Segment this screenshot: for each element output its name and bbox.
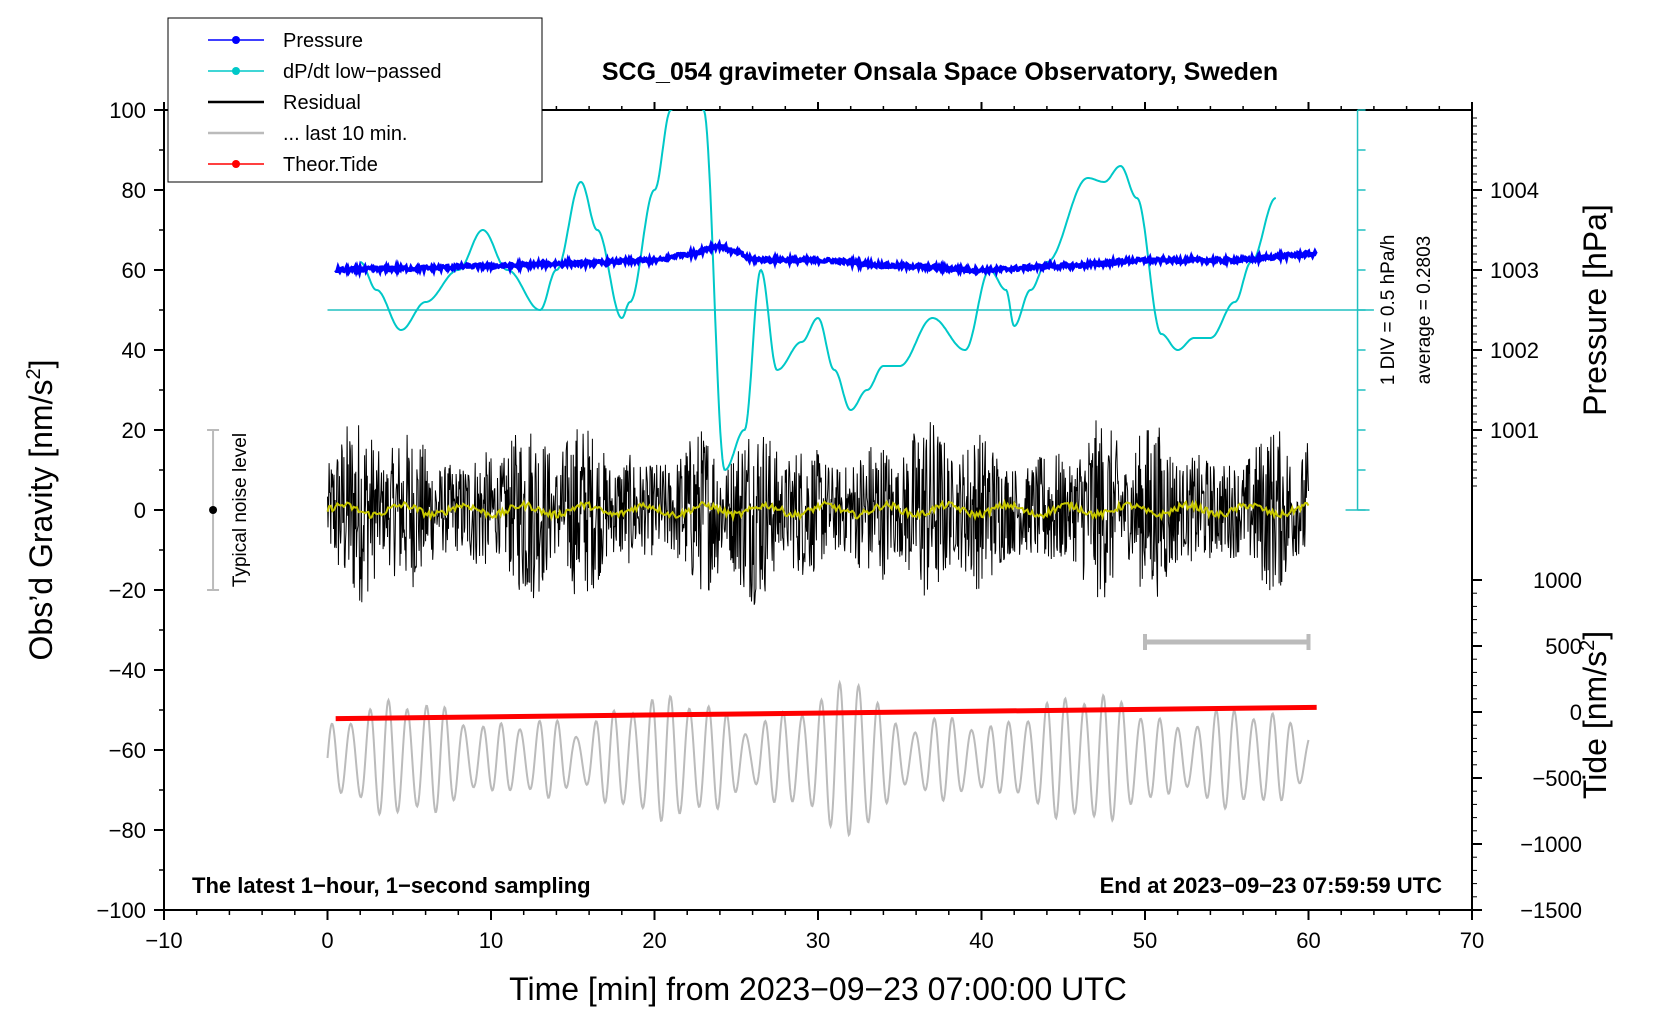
y-axis-title-main: Obs’d Gravity [nm/s — [23, 380, 59, 661]
chart-title: SCG_054 gravimeter Onsala Space Observat… — [602, 58, 1278, 86]
x-tick-label: 30 — [806, 928, 830, 953]
footer-sampling-note: The latest 1−hour, 1−second sampling — [192, 873, 591, 898]
legend-box — [167, 17, 543, 183]
x-tick-label: 60 — [1296, 928, 1320, 953]
residual-lowpass-line — [326, 498, 1310, 522]
legend: Pressure dP/dt low−passed Residual ... last… — [167, 17, 543, 183]
tide-axis-title-sup: 2 — [1577, 640, 1599, 651]
y-axis-ticks: 100 80 60 40 20 0 −20 −40 −60 −80 −100 — [96, 98, 164, 923]
theor-tide-line — [335, 704, 1317, 722]
x-tick-label: 10 — [479, 928, 503, 953]
x-tick-label: 0 — [321, 928, 333, 953]
y-tick-label: 100 — [109, 98, 146, 123]
legend-item: Pressure — [208, 30, 363, 52]
tide-tick-label: −500 — [1532, 766, 1582, 791]
y-axis-title-sup: 2 — [23, 368, 45, 379]
dpdt-scale-label: 1 DIV = 0.5 hPa/h — [1378, 235, 1399, 386]
tide-axis-title: Tide [nm/s2] — [1577, 631, 1613, 799]
tide-tick-label: 1000 — [1533, 568, 1582, 593]
y-axis-title-end: ] — [23, 360, 59, 369]
legend-label: Theor.Tide — [283, 154, 378, 176]
x-axis-ticks: −10 0 10 20 30 40 50 60 70 — [145, 102, 1484, 953]
last-10-min-line — [326, 679, 1310, 838]
x-axis-title: Time [min] from 2023−09−23 07:00:00 UTC — [509, 971, 1127, 1007]
tide-axis-title-end: ] — [1577, 631, 1613, 640]
series-layer — [207, 110, 1318, 838]
y-axis-title: Obs’d Gravity [nm/s2] — [23, 360, 59, 661]
legend-item: Residual — [208, 92, 361, 114]
y-tick-label: 60 — [122, 258, 146, 283]
pressure-tick-label: 1003 — [1490, 258, 1539, 283]
legend-marker — [232, 36, 240, 44]
legend-marker — [232, 67, 240, 75]
x-tick-label: 40 — [969, 928, 993, 953]
tide-tick-label: −1500 — [1520, 898, 1582, 923]
dpdt-scale-axis — [327, 109, 1374, 511]
noise-level-label: Typical noise level — [230, 433, 251, 587]
residual-line — [327, 420, 1309, 605]
tide-tick-label: 0 — [1570, 700, 1582, 725]
tide-tick-label: −1000 — [1520, 832, 1582, 857]
y-tick-label: −20 — [109, 578, 146, 603]
ten-minute-bar — [1143, 634, 1311, 650]
pressure-axis-title: Pressure [hPa] — [1577, 204, 1613, 416]
tide-axis: 1000 500 0 −500 −1000 −1500 — [1472, 568, 1582, 923]
legend-label: Pressure — [283, 30, 363, 52]
y-tick-label: −100 — [96, 898, 146, 923]
pressure-tick-label: 1004 — [1490, 178, 1539, 203]
noise-level-bar — [207, 429, 220, 591]
tide-axis-title-main: Tide [nm/s — [1577, 651, 1613, 799]
noise-bar-dot — [209, 506, 218, 514]
pressure-axis: 1004 1003 1002 1001 — [1472, 117, 1539, 487]
y-tick-label: 40 — [122, 338, 146, 363]
y-tick-label: −40 — [109, 658, 146, 683]
x-tick-label: −10 — [145, 928, 182, 953]
y-tick-label: 80 — [122, 178, 146, 203]
pressure-tick-label: 1002 — [1490, 338, 1539, 363]
pressure-tick-label: 1001 — [1490, 418, 1539, 443]
dpdt-average-label: average = 0.2803 — [1414, 236, 1435, 384]
series-group — [326, 110, 1318, 838]
y-tick-label: −60 — [109, 738, 146, 763]
tide-tick-label: 500 — [1545, 634, 1582, 659]
footer-end-time: End at 2023−09−23 07:59:59 UTC — [1100, 873, 1443, 898]
legend-label: dP/dt low−passed — [283, 61, 441, 83]
y-tick-label: 0 — [134, 498, 146, 523]
pressure-line — [334, 238, 1318, 280]
legend-item: Theor.Tide — [208, 154, 378, 176]
legend-marker — [232, 160, 240, 168]
x-tick-label: 20 — [642, 928, 666, 953]
y-tick-label: 20 — [122, 418, 146, 443]
legend-item: ... last 10 min. — [208, 123, 408, 145]
y-tick-label: −80 — [109, 818, 146, 843]
x-tick-label: 70 — [1460, 928, 1484, 953]
legend-label: Residual — [283, 92, 361, 114]
legend-item: dP/dt low−passed — [208, 61, 441, 83]
dpdt-line — [359, 110, 1277, 471]
x-tick-label: 50 — [1133, 928, 1157, 953]
legend-label: ... last 10 min. — [283, 123, 408, 145]
